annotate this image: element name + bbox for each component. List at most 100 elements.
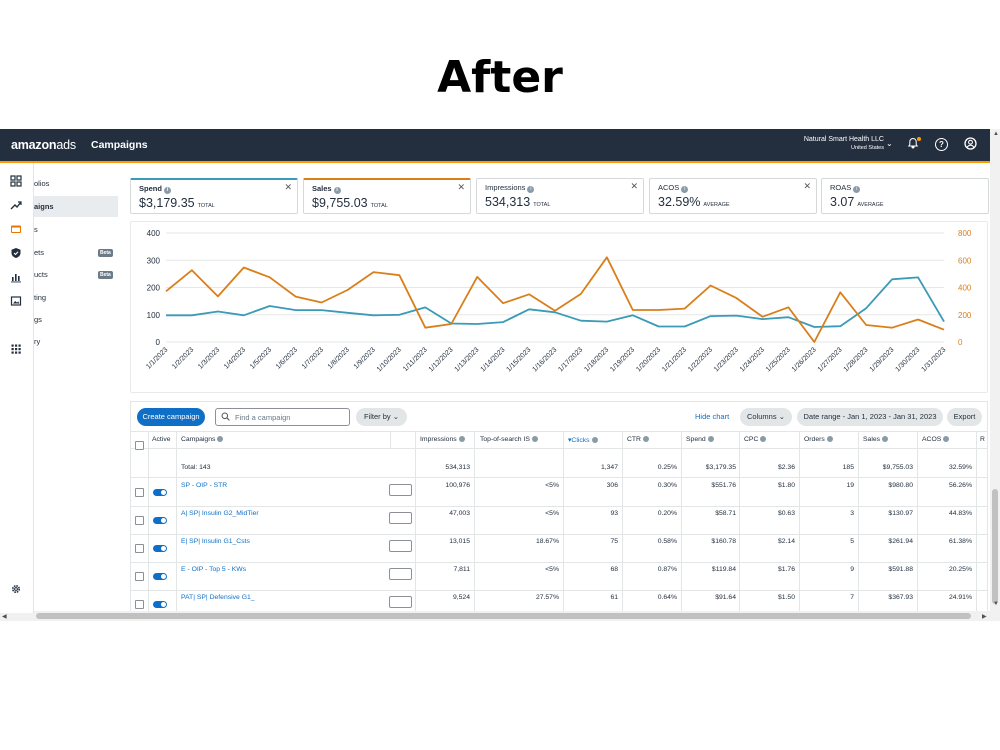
account-switcher[interactable]: Natural Smart Health LLC United States bbox=[804, 135, 884, 153]
metric-sublabel: TOTAL bbox=[370, 203, 388, 209]
row-divider bbox=[130, 562, 988, 563]
campaign-name-link[interactable]: E| SP| Insulin G1_Csts bbox=[181, 538, 250, 545]
sidebar-item-portfolios[interactable]: olios bbox=[34, 179, 50, 188]
select-all-checkbox[interactable] bbox=[135, 441, 144, 450]
trend-icon[interactable] bbox=[9, 199, 23, 213]
campaign-search[interactable]: Find a campaign bbox=[215, 408, 350, 426]
create-campaign-button[interactable]: Create campaign bbox=[137, 408, 205, 426]
close-icon[interactable]: ✕ bbox=[803, 181, 811, 191]
row-checkbox[interactable] bbox=[135, 544, 144, 553]
column-header-impressions[interactable]: Impressions bbox=[420, 436, 465, 443]
column-header-top-of-search[interactable]: Top-of-search IS bbox=[480, 436, 538, 443]
wallet-icon[interactable] bbox=[9, 223, 23, 237]
scroll-right-icon[interactable]: ▶ bbox=[982, 614, 987, 620]
column-header-roas[interactable]: R bbox=[980, 436, 985, 443]
search-icon bbox=[221, 412, 230, 423]
info-icon[interactable]: i bbox=[681, 186, 689, 193]
active-toggle[interactable] bbox=[153, 601, 167, 608]
row-budget-input[interactable] bbox=[389, 512, 412, 524]
column-header-ctr[interactable]: CTR bbox=[627, 436, 649, 443]
hide-chart-link[interactable]: Hide chart bbox=[695, 412, 730, 421]
info-icon bbox=[217, 436, 224, 442]
page-title: Campaigns bbox=[91, 139, 148, 151]
cell-acos: 44.83% bbox=[948, 510, 972, 517]
metric-card-spend[interactable]: Spend i $3,179.35 TOTAL ✕ bbox=[130, 178, 298, 214]
scroll-up-icon[interactable]: ▲ bbox=[993, 131, 999, 137]
metric-card-impressions[interactable]: Impressions i 534,313 TOTAL ✕ bbox=[476, 178, 644, 214]
metric-label: ROAS i bbox=[830, 183, 861, 193]
row-budget-input[interactable] bbox=[389, 484, 412, 496]
scroll-down-icon[interactable]: ▼ bbox=[993, 601, 999, 607]
x-tick-label: 1/27/2023 bbox=[817, 346, 844, 373]
column-header-active[interactable]: Active bbox=[152, 436, 171, 443]
vertical-scroll-thumb[interactable] bbox=[992, 489, 998, 604]
sidebar-item-reporting[interactable]: ting bbox=[34, 293, 47, 302]
x-tick-label: 1/17/2023 bbox=[557, 346, 584, 373]
bar-chart-icon[interactable] bbox=[9, 271, 23, 285]
export-button[interactable]: Export bbox=[947, 408, 982, 426]
sidebar-item-bills[interactable]: s bbox=[34, 225, 38, 234]
column-divider bbox=[739, 431, 740, 611]
row-budget-input[interactable] bbox=[389, 568, 412, 580]
chevron-down-icon: ⌄ bbox=[392, 412, 400, 421]
campaign-name-link[interactable]: A| SP| Insulin G2_MidTier bbox=[181, 510, 259, 517]
column-header-clicks[interactable]: ▾Clicks bbox=[568, 436, 598, 444]
column-divider bbox=[681, 431, 682, 611]
active-toggle[interactable] bbox=[153, 545, 167, 552]
metric-card-acos[interactable]: ACOS i 32.59% AVERAGE ✕ bbox=[649, 178, 817, 214]
sidebar-item-assets[interactable]: ets bbox=[34, 248, 45, 257]
sidebar-item-settings[interactable]: gs bbox=[34, 315, 42, 324]
gear-icon[interactable] bbox=[9, 583, 23, 597]
column-header-campaigns[interactable]: Campaigns bbox=[181, 436, 224, 443]
cell-tos: <5% bbox=[545, 482, 559, 489]
sidebar-active-row bbox=[34, 196, 118, 217]
close-icon[interactable]: ✕ bbox=[284, 182, 292, 192]
campaign-name-link[interactable]: SP - OIP - STR bbox=[181, 482, 228, 489]
apps-icon[interactable] bbox=[9, 343, 23, 357]
metric-card-sales[interactable]: Sales i $9,755.03 TOTAL ✕ bbox=[303, 178, 471, 214]
scroll-left-icon[interactable]: ◀ bbox=[2, 614, 7, 620]
search-input[interactable]: Find a campaign bbox=[235, 413, 291, 422]
close-icon[interactable]: ✕ bbox=[457, 182, 465, 192]
active-toggle[interactable] bbox=[153, 489, 167, 496]
topbar-accent-stripe bbox=[0, 161, 990, 163]
column-header-cpc[interactable]: CPC bbox=[744, 436, 767, 443]
metric-card-roas[interactable]: ROAS i 3.07 AVERAGE bbox=[821, 178, 989, 214]
shield-icon[interactable] bbox=[9, 247, 23, 261]
row-checkbox[interactable] bbox=[135, 516, 144, 525]
info-icon[interactable]: i bbox=[853, 186, 861, 193]
x-tick-label: 1/2/2023 bbox=[171, 346, 195, 370]
chevron-down-icon[interactable]: ⌄ bbox=[886, 139, 893, 148]
row-checkbox[interactable] bbox=[135, 488, 144, 497]
active-toggle[interactable] bbox=[153, 517, 167, 524]
row-checkbox[interactable] bbox=[135, 572, 144, 581]
info-icon[interactable]: i bbox=[333, 187, 341, 194]
help-icon[interactable]: ? bbox=[935, 138, 948, 151]
image-icon[interactable] bbox=[9, 295, 23, 309]
date-range-button[interactable]: Date range - Jan 1, 2023 - Jan 31, 2023 bbox=[797, 408, 943, 426]
amazon-ads-logo[interactable]: amazonads bbox=[11, 138, 76, 152]
row-budget-input[interactable] bbox=[389, 540, 412, 552]
sidebar-item-campaigns[interactable]: aigns bbox=[34, 202, 54, 211]
column-header-acos[interactable]: ACOS bbox=[922, 436, 950, 443]
account-icon[interactable] bbox=[963, 137, 977, 151]
row-budget-input[interactable] bbox=[389, 596, 412, 608]
column-header-spend[interactable]: Spend bbox=[686, 436, 714, 443]
campaign-name-link[interactable]: PAT| SP| Defensive G1_ bbox=[181, 594, 255, 601]
close-icon[interactable]: ✕ bbox=[630, 181, 638, 191]
info-icon[interactable]: i bbox=[527, 186, 535, 193]
info-icon[interactable]: i bbox=[163, 187, 171, 194]
sidebar-item-history[interactable]: ry bbox=[34, 337, 41, 346]
campaign-name-link[interactable]: E - OIP - Top 5 - KWs bbox=[181, 566, 247, 573]
horizontal-scroll-thumb[interactable] bbox=[36, 613, 971, 619]
active-toggle[interactable] bbox=[153, 573, 167, 580]
column-header-orders[interactable]: Orders bbox=[804, 436, 833, 443]
columns-button[interactable]: Columns ⌄ bbox=[740, 408, 792, 426]
filter-by-button[interactable]: Filter by ⌄ bbox=[356, 408, 407, 426]
bell-icon[interactable] bbox=[906, 137, 920, 151]
dashboard-icon[interactable] bbox=[9, 175, 23, 189]
vertical-scrollbar[interactable] bbox=[990, 129, 1000, 621]
sidebar-item-products[interactable]: ucts bbox=[34, 270, 48, 279]
row-checkbox[interactable] bbox=[135, 600, 144, 609]
column-header-sales[interactable]: Sales bbox=[863, 436, 889, 443]
